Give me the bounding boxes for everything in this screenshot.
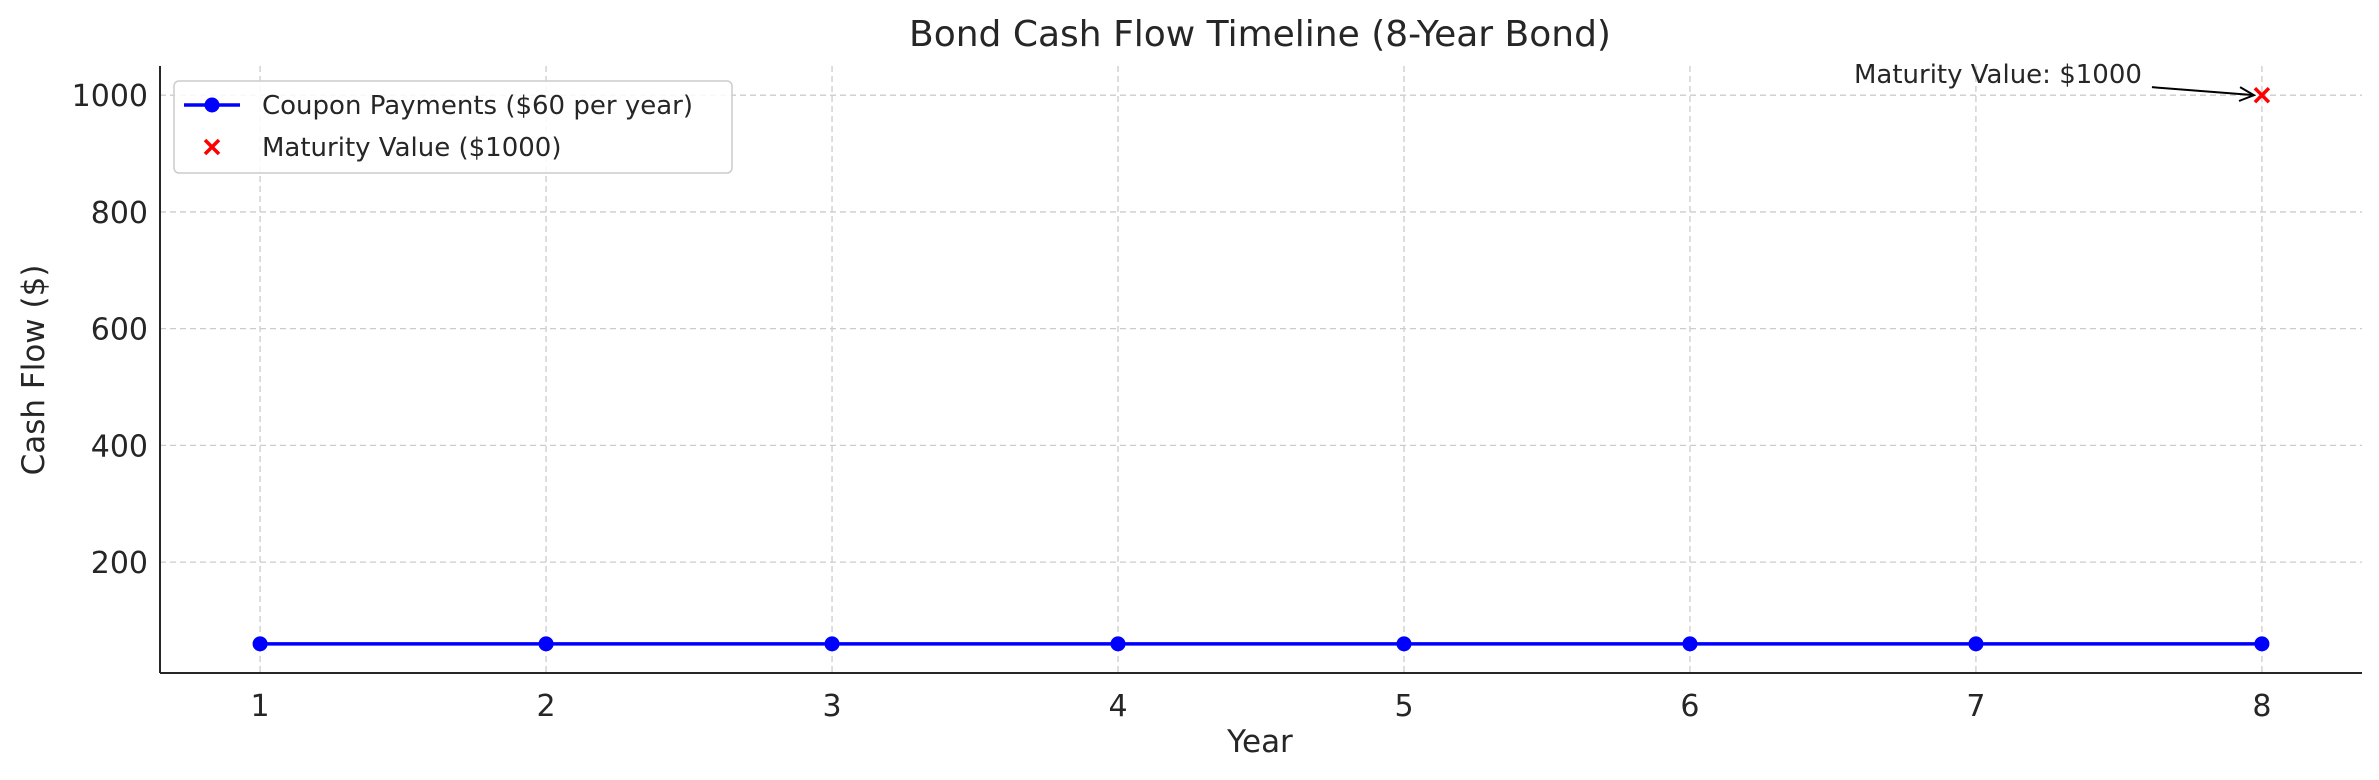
y-tick-label: 600 — [91, 313, 148, 348]
x-tick-label: 3 — [822, 689, 841, 724]
legend-label: Maturity Value ($1000) — [262, 133, 561, 163]
coupon-point — [252, 636, 268, 652]
x-axis-ticks: 1 2 3 4 5 6 7 8 — [251, 689, 2272, 724]
legend-x-swatch — [203, 138, 221, 156]
coupon-point — [1968, 636, 1984, 652]
legend-box — [173, 80, 733, 174]
series-layer — [252, 86, 2271, 652]
y-tick-label: 800 — [91, 196, 148, 231]
legend-label: Coupon Payments ($60 per year) — [262, 91, 693, 121]
annotation-arrow — [2151, 86, 2254, 97]
coupon-point — [824, 636, 840, 652]
x-tick-label: 6 — [1680, 689, 1699, 724]
coupon-point — [2254, 636, 2270, 652]
annotation-layer: Maturity Value: $1000 — [1854, 60, 2257, 102]
annotation-text: Maturity Value: $1000 — [1854, 60, 2142, 90]
x-tick-label: 4 — [1108, 689, 1127, 724]
x-tick-label: 2 — [537, 689, 556, 724]
chart-title: Bond Cash Flow Timeline (8-Year Bond) — [909, 14, 1611, 55]
maturity-point — [2253, 86, 2271, 104]
y-tick-label: 400 — [91, 429, 148, 464]
coupon-point — [1396, 636, 1412, 652]
coupon-point — [1682, 636, 1698, 652]
y-tick-label: 1000 — [72, 79, 148, 114]
legend-marker-swatch — [204, 97, 220, 113]
coupon-point — [538, 636, 554, 652]
annotation-arrowhead — [2238, 86, 2257, 102]
legend: Coupon Payments ($60 per year) Maturity V… — [173, 80, 733, 174]
y-axis-label: Cash Flow ($) — [16, 265, 52, 476]
maturity-marker-stroke — [2253, 86, 2271, 104]
y-axis-ticks: 200 400 600 800 1000 — [72, 79, 148, 581]
x-tick-label: 1 — [251, 689, 270, 724]
x-tick-label: 5 — [1394, 689, 1413, 724]
gridlines — [160, 66, 2362, 673]
x-axis-label: Year — [1226, 724, 1293, 760]
x-tick-label: 7 — [1966, 689, 1985, 724]
axes-spines — [159, 66, 2362, 674]
y-tick-label: 200 — [91, 546, 148, 581]
coupon-point — [1110, 636, 1126, 652]
x-tick-label: 8 — [2252, 689, 2271, 724]
